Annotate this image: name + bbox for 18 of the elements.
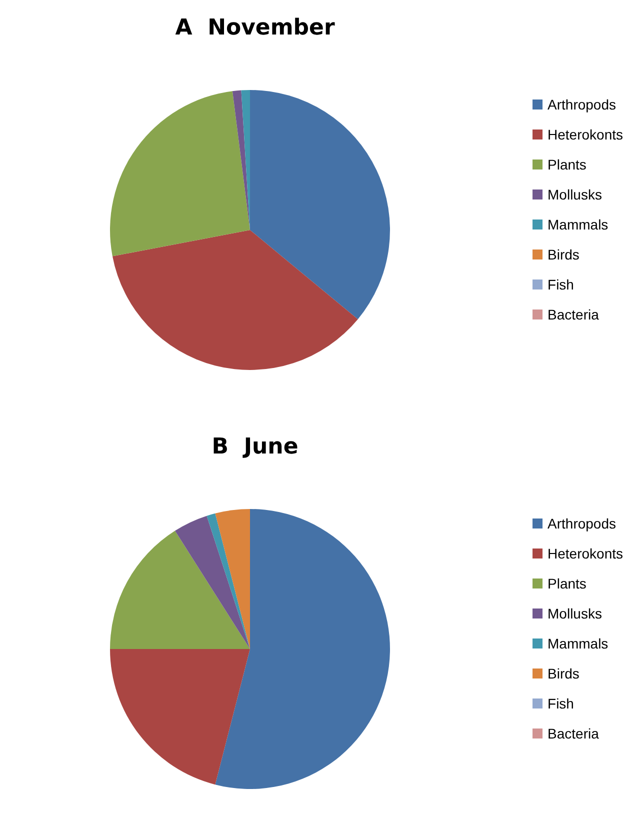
legend-label: Heterokonts bbox=[548, 546, 623, 562]
legend-label: Mollusks bbox=[548, 186, 602, 202]
legend-label: Birds bbox=[548, 666, 580, 682]
legend-label: Plants bbox=[548, 156, 586, 172]
chart-title: A November bbox=[175, 16, 335, 40]
chart-title: B June bbox=[212, 434, 298, 460]
legend-label: Birds bbox=[548, 246, 580, 262]
legend-label: Heterokonts bbox=[548, 126, 623, 142]
legend-label: Mammals bbox=[548, 216, 608, 232]
legend-label: Bacteria bbox=[548, 306, 600, 322]
legend-label: Bacteria bbox=[548, 726, 600, 742]
legend-label: Mammals bbox=[548, 636, 608, 652]
legend-label: Mollusks bbox=[548, 606, 602, 622]
legend-label: Arthropods bbox=[548, 516, 616, 532]
legend-label: Arthropods bbox=[548, 96, 616, 112]
legend-label: Plants bbox=[548, 576, 586, 592]
legend-label: Fish bbox=[548, 276, 574, 292]
legend-label: Fish bbox=[548, 696, 574, 712]
